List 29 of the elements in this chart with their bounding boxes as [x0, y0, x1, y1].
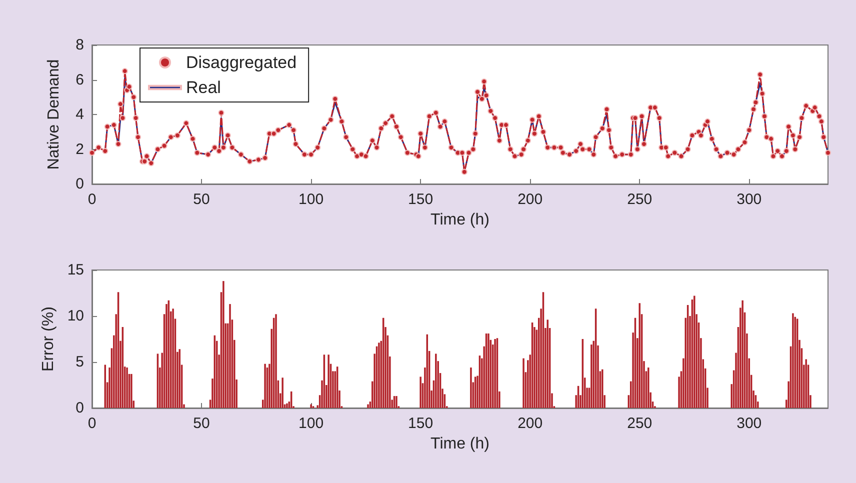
x-tick-label: 300 — [736, 191, 762, 208]
x-axis-title: Time (h) — [430, 211, 490, 228]
x-tick-label: 100 — [298, 415, 324, 432]
y-tick-label: 10 — [67, 308, 84, 324]
y-axis-title: Native Demand — [46, 59, 62, 170]
y-tick-label: 4 — [76, 106, 84, 123]
x-tick-label: 200 — [518, 191, 543, 208]
legend-label: Real — [186, 78, 221, 97]
x-axis-title: Time (h) — [430, 435, 490, 452]
y-tick-label: 0 — [76, 176, 84, 192]
y-axis-title: Error (%) — [40, 306, 57, 372]
x-tick-label: 0 — [88, 191, 96, 208]
x-tick-label: 300 — [736, 415, 762, 432]
x-tick-label: 50 — [193, 191, 210, 208]
x-tick-label: 0 — [88, 415, 96, 432]
legend-label: Disaggregated — [186, 53, 297, 72]
x-tick-label: 150 — [408, 415, 434, 432]
x-tick-label: 200 — [518, 415, 543, 432]
x-tick-label: 50 — [193, 415, 210, 432]
x-tick-label: 100 — [298, 191, 324, 208]
y-tick-label: 5 — [76, 354, 84, 370]
x-tick-label: 250 — [627, 191, 652, 208]
x-tick-label: 150 — [408, 191, 434, 208]
y-tick-label: 6 — [76, 71, 84, 88]
y-tick-label: 15 — [67, 262, 84, 278]
y-tick-label: 0 — [76, 400, 84, 416]
y-tick-label: 8 — [76, 36, 84, 54]
y-tick-label: 2 — [76, 140, 84, 158]
x-tick-label: 250 — [627, 415, 652, 432]
